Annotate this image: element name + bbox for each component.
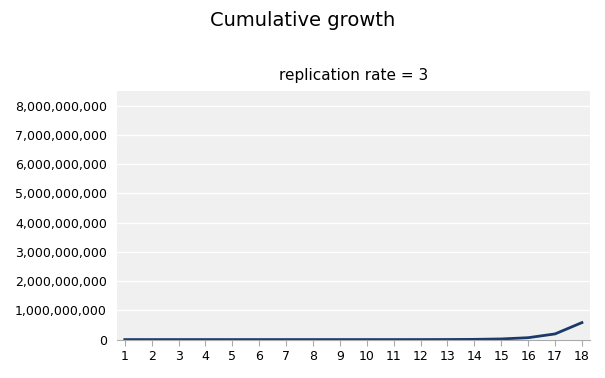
Title: replication rate = 3: replication rate = 3: [279, 68, 428, 83]
Text: Cumulative growth: Cumulative growth: [210, 11, 395, 30]
